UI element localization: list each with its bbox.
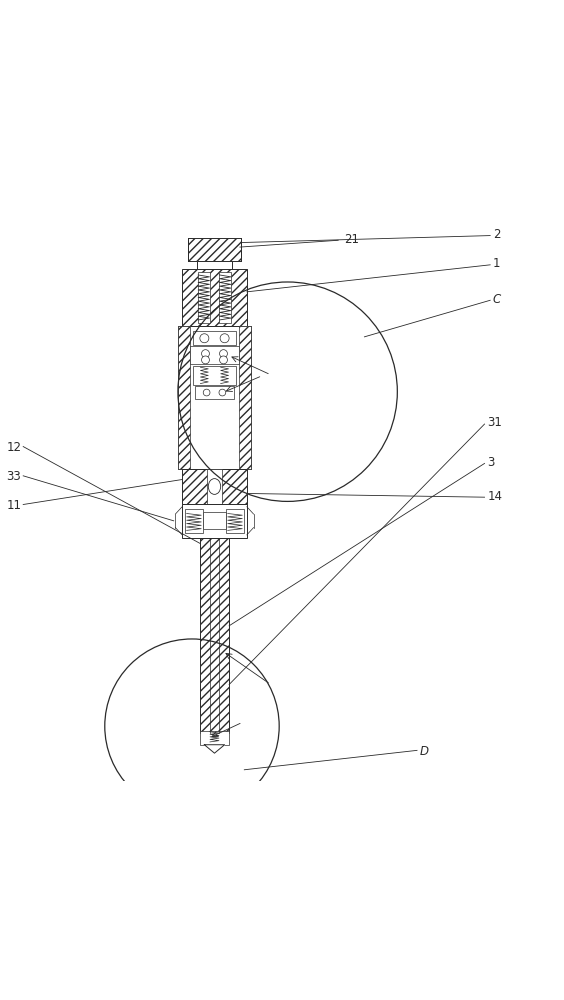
Text: 33: 33 — [6, 470, 21, 483]
Bar — [226, 509, 244, 533]
Text: C: C — [493, 293, 501, 306]
Circle shape — [203, 389, 210, 396]
Bar — [193, 331, 236, 345]
Text: 14: 14 — [487, 490, 503, 503]
Circle shape — [219, 356, 227, 364]
Circle shape — [200, 334, 209, 343]
Text: 12: 12 — [6, 441, 21, 454]
Circle shape — [219, 389, 226, 396]
Bar — [200, 538, 229, 733]
Bar — [182, 469, 247, 504]
Bar — [202, 512, 226, 529]
Ellipse shape — [208, 479, 221, 494]
Bar — [219, 272, 231, 323]
Text: D: D — [420, 745, 429, 758]
Circle shape — [219, 350, 227, 358]
Bar — [182, 504, 247, 538]
Text: 3: 3 — [487, 456, 495, 469]
Bar — [195, 386, 234, 399]
Bar — [178, 326, 190, 469]
Circle shape — [201, 350, 209, 358]
Bar — [188, 238, 241, 261]
Bar — [182, 269, 247, 326]
Bar — [197, 261, 232, 269]
Bar — [200, 731, 228, 745]
Bar — [185, 509, 203, 533]
Bar — [197, 272, 210, 323]
Text: 11: 11 — [6, 499, 21, 512]
Text: 2: 2 — [493, 228, 500, 241]
Bar — [208, 469, 222, 504]
Bar — [239, 326, 251, 469]
Circle shape — [201, 356, 209, 364]
Circle shape — [220, 334, 229, 343]
Bar — [178, 326, 251, 469]
Polygon shape — [204, 745, 224, 753]
Bar — [190, 346, 239, 364]
Text: 1: 1 — [493, 257, 500, 270]
Text: 21: 21 — [344, 233, 359, 246]
Bar — [193, 366, 236, 385]
Text: 31: 31 — [487, 416, 502, 429]
